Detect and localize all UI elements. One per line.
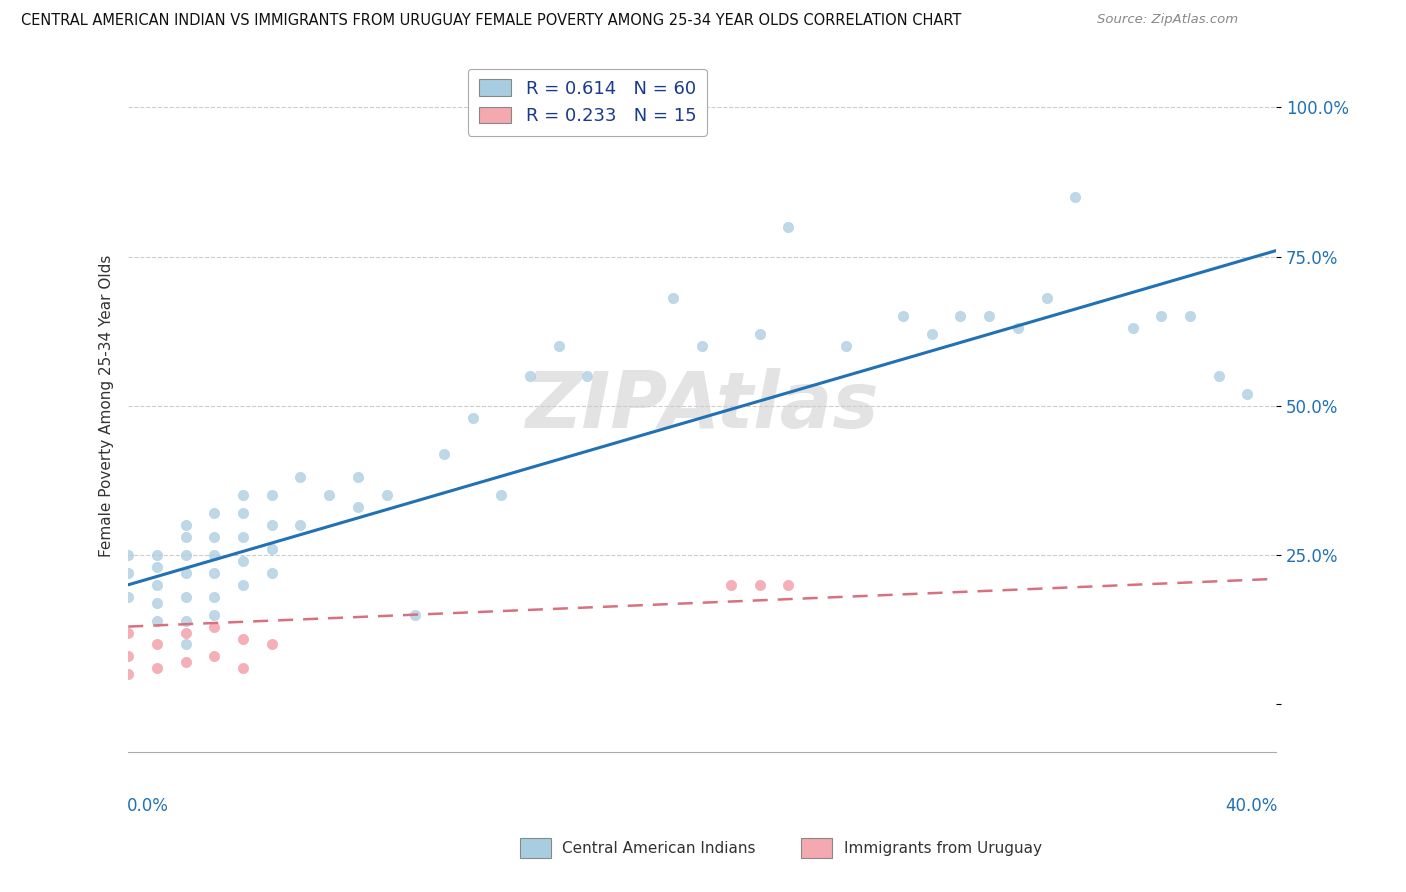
- Point: [174, 566, 197, 580]
- Point: [117, 566, 139, 580]
- Point: [232, 578, 254, 592]
- Point: [461, 410, 484, 425]
- Point: [146, 614, 169, 628]
- Point: [146, 578, 169, 592]
- Point: [1236, 387, 1258, 401]
- Point: [1007, 321, 1029, 335]
- Point: [146, 596, 169, 610]
- Point: [117, 667, 139, 681]
- Point: [778, 578, 800, 592]
- Point: [260, 488, 283, 502]
- Text: Central American Indians: Central American Indians: [562, 841, 756, 855]
- Point: [1150, 310, 1173, 324]
- Point: [202, 566, 225, 580]
- Point: [174, 625, 197, 640]
- Point: [202, 649, 225, 664]
- Point: [202, 607, 225, 622]
- Point: [576, 368, 599, 383]
- Point: [260, 541, 283, 556]
- Point: [117, 548, 139, 562]
- Point: [519, 368, 541, 383]
- Point: [748, 327, 770, 342]
- Point: [690, 339, 713, 353]
- Point: [290, 518, 312, 533]
- Point: [346, 500, 368, 515]
- Point: [720, 578, 742, 592]
- Point: [174, 638, 197, 652]
- Point: [433, 446, 456, 460]
- Point: [346, 470, 368, 484]
- Y-axis label: Female Poverty Among 25-34 Year Olds: Female Poverty Among 25-34 Year Olds: [100, 254, 114, 557]
- Point: [146, 661, 169, 675]
- Point: [260, 518, 283, 533]
- Point: [260, 638, 283, 652]
- Point: [921, 327, 943, 342]
- Point: [117, 649, 139, 664]
- Point: [260, 566, 283, 580]
- Point: [146, 548, 169, 562]
- Point: [202, 619, 225, 633]
- Point: [117, 590, 139, 604]
- Point: [662, 291, 685, 305]
- Legend: R = 0.614   N = 60, R = 0.233   N = 15: R = 0.614 N = 60, R = 0.233 N = 15: [468, 69, 707, 136]
- Point: [232, 530, 254, 544]
- Point: [202, 548, 225, 562]
- Text: ZIPAtlas: ZIPAtlas: [526, 368, 879, 443]
- Point: [202, 530, 225, 544]
- Point: [232, 506, 254, 520]
- Point: [1122, 321, 1144, 335]
- Point: [979, 310, 1001, 324]
- Point: [748, 578, 770, 592]
- Point: [375, 488, 398, 502]
- Text: Immigrants from Uruguay: Immigrants from Uruguay: [844, 841, 1042, 855]
- Point: [1208, 368, 1230, 383]
- Point: [1035, 291, 1057, 305]
- Point: [232, 661, 254, 675]
- Point: [290, 470, 312, 484]
- Point: [232, 488, 254, 502]
- Point: [891, 310, 914, 324]
- Point: [232, 632, 254, 646]
- Point: [174, 590, 197, 604]
- Point: [318, 488, 340, 502]
- Point: [547, 339, 569, 353]
- Point: [174, 656, 197, 670]
- Point: [174, 518, 197, 533]
- Point: [174, 614, 197, 628]
- Point: [949, 310, 972, 324]
- Text: 40.0%: 40.0%: [1225, 797, 1277, 815]
- Point: [491, 488, 513, 502]
- Point: [1064, 190, 1087, 204]
- Point: [834, 339, 856, 353]
- Text: CENTRAL AMERICAN INDIAN VS IMMIGRANTS FROM URUGUAY FEMALE POVERTY AMONG 25-34 YE: CENTRAL AMERICAN INDIAN VS IMMIGRANTS FR…: [21, 13, 962, 29]
- Point: [174, 530, 197, 544]
- Point: [778, 219, 800, 234]
- Point: [232, 554, 254, 568]
- Point: [1178, 310, 1201, 324]
- Text: 0.0%: 0.0%: [127, 797, 169, 815]
- Point: [117, 625, 139, 640]
- Point: [146, 560, 169, 574]
- Text: Source: ZipAtlas.com: Source: ZipAtlas.com: [1097, 13, 1237, 27]
- Point: [202, 506, 225, 520]
- Point: [146, 638, 169, 652]
- Point: [404, 607, 426, 622]
- Point: [202, 590, 225, 604]
- Point: [174, 548, 197, 562]
